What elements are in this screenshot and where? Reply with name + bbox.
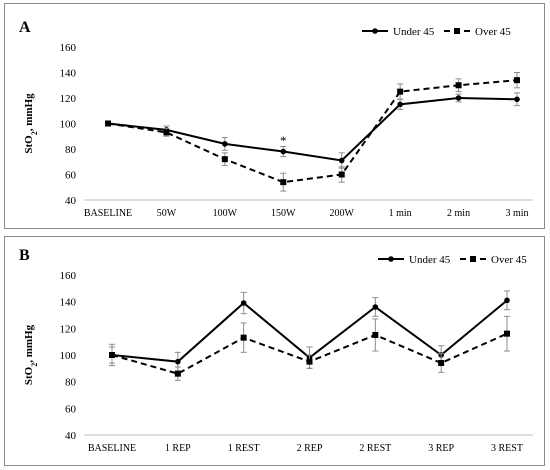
data-point-over-45 [455,82,462,89]
y-tick-label: 60 [65,170,77,182]
x-tick-label: 1 REP [165,443,191,454]
significance-marker: * [280,133,287,148]
x-tick-label: 1 REST [228,443,260,454]
y-tick-label: 60 [65,403,77,415]
y-axis-title-unit: , mmHg [23,324,35,362]
data-point-under-45 [240,300,247,306]
x-tick-label: 2 REP [297,443,323,454]
chart-panel-a: A StO2, mmHg 40 60 80 100 120 140 160 BASELINE 50W… [4,3,545,229]
y-tick-label: 120 [60,93,77,105]
data-point-over-45 [105,120,111,127]
y-tick-label: 80 [65,377,77,389]
panel-label: A [19,19,31,36]
data-point-over-45 [504,330,510,337]
data-point-over-45 [280,179,287,186]
y-tick-label: 40 [65,195,77,207]
x-tick-label: 2 min [447,208,470,219]
data-point-under-45 [397,101,403,108]
series-line-under-45 [107,96,518,162]
legend-label: Under 45 [393,26,435,38]
y-axis-title-subscript: 2 [30,131,39,135]
data-point-over-45 [163,129,170,136]
data-point-under-45 [372,304,379,310]
legend-marker [470,256,476,262]
x-tick-label: 3 REST [491,443,523,454]
data-point-under-45 [455,95,462,101]
y-tick-label: 160 [60,270,77,282]
chart-b-svg: B StO2, mmHg 40 60 80 100 120 140 160 BASELINE 1 R… [19,247,533,454]
y-axis-title: StO2, mmHg [23,93,39,154]
x-tick-label: 100W [213,208,238,219]
y-tick-label: 80 [65,144,77,156]
data-point-over-45 [514,77,520,84]
y-tick-label: 100 [60,350,77,362]
x-tick-label: 3 REP [428,443,454,454]
y-axis-title-main: StO [23,135,35,154]
data-point-under-45 [514,96,520,103]
data-point-over-45 [306,358,313,365]
y-axis-title: StO2, mmHg [23,324,39,385]
legend-marker [372,28,378,34]
legend-label: Over 45 [491,254,527,266]
data-point-over-45 [438,360,445,366]
x-tick-label: 1 min [389,208,412,219]
y-tick-label: 120 [60,323,77,335]
x-tick-label: 3 min [505,208,528,219]
y-axis-title-unit: , mmHg [23,93,35,131]
x-tick-label: BASELINE [84,208,132,219]
x-tick-label: 2 REST [359,443,391,454]
data-point-under-45 [222,141,228,147]
chart-a-svg: A StO2, mmHg 40 60 80 100 120 140 160 BASELINE 50W… [19,19,533,219]
data-point-over-45 [109,352,115,358]
legend-marker [454,28,460,34]
x-tick-label: 150W [271,208,296,219]
panel-label: B [19,247,30,264]
data-point-under-45 [280,148,287,155]
legend-label: Under 45 [409,254,451,266]
x-tick-label: BASELINE [88,443,136,454]
y-tick-label: 140 [60,297,77,309]
x-tick-label: 200W [329,208,354,219]
data-point-over-45 [174,370,181,377]
y-tick-label: 40 [65,430,77,442]
data-point-under-45 [504,297,510,304]
y-tick-label: 100 [60,119,77,131]
data-point-over-45 [397,88,404,95]
x-tick-label: 50W [157,208,177,219]
y-tick-label: 140 [60,68,77,80]
y-axis-title-main: StO [23,366,35,385]
data-point-over-45 [221,156,228,163]
data-point-under-45 [338,157,345,164]
series-line-over-45 [107,79,518,184]
legend-marker [388,256,394,262]
y-tick-label: 160 [60,42,77,54]
legend-label: Over 45 [475,26,511,38]
data-point-over-45 [338,171,345,178]
y-axis-title-subscript: 2 [30,363,39,367]
data-point-over-45 [240,334,247,341]
data-point-over-45 [372,332,379,338]
chart-panel-b: B StO2, mmHg 40 60 80 100 120 140 160 BASELINE 1 R… [4,236,545,466]
data-point-under-45 [175,358,181,365]
